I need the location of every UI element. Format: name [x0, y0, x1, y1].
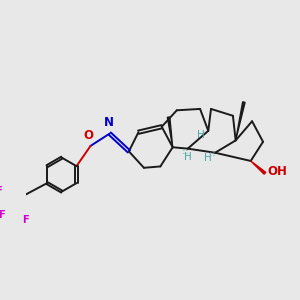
Text: H: H [197, 130, 205, 140]
Text: H: H [184, 152, 192, 162]
Text: ∷: ∷ [209, 150, 214, 159]
Polygon shape [167, 117, 173, 147]
Text: OH: OH [267, 165, 287, 178]
Text: H: H [204, 153, 212, 163]
Text: F: F [0, 186, 2, 196]
Text: O: O [83, 129, 93, 142]
Text: N: N [104, 116, 114, 129]
Text: ∷: ∷ [183, 148, 188, 157]
Text: F: F [22, 215, 29, 225]
Polygon shape [236, 102, 245, 140]
Polygon shape [251, 161, 266, 174]
Text: F: F [0, 210, 4, 220]
